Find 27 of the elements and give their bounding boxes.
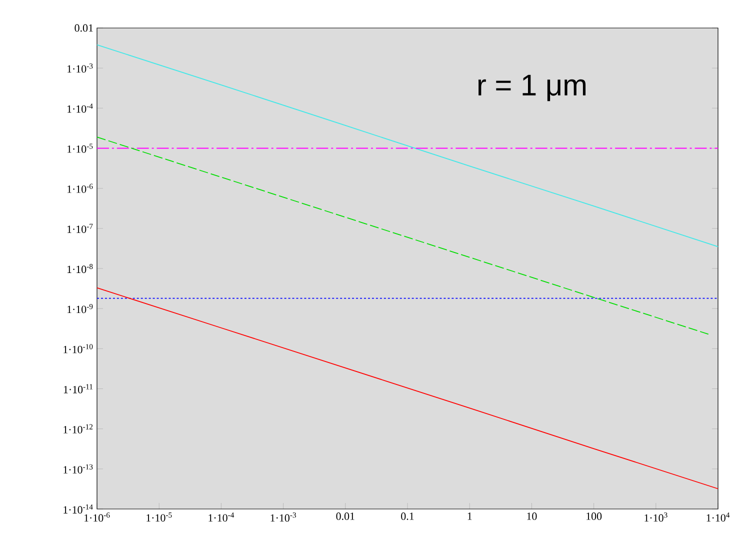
y-tick-label: 1·10$^{-11}$ [64, 384, 93, 394]
x-tick-label: 100 [586, 512, 602, 520]
x-tick-label: 1·10$^{-3}$ [270, 512, 296, 522]
y-tick-label: 1·10$^{-8}$ [67, 264, 93, 274]
y-tick-label: 1·10$^{-14}$ [64, 504, 93, 514]
y-tick-label: 1·10$^{-13}$ [64, 464, 93, 474]
x-tick-label: 1·10$^{-5}$ [146, 512, 172, 522]
x-tick-label: 1 [468, 512, 472, 520]
y-tick-label: 0.01 [74, 24, 93, 32]
annotation: r = 1 μm [478, 74, 586, 102]
y-tick-label: 1·10$^{-4}$ [67, 104, 93, 113]
line-series [96, 287, 718, 490]
y-tick-label: 1·10$^{-6}$ [67, 184, 93, 193]
y-tick-label: 1·10$^{-12}$ [64, 424, 93, 434]
x-tick-label: 10 [527, 512, 537, 520]
x-tick-label: 1·10$^{4}$ [706, 512, 730, 522]
x-tick-label: 1·10$^{-6}$ [84, 512, 110, 522]
y-tick-label: 1·10$^{-9}$ [67, 304, 93, 314]
y-tick-label: 1·10$^{-7}$ [67, 224, 93, 233]
x-tick-label: 0.1 [401, 512, 414, 520]
y-tick-label: 1·10$^{-5}$ [67, 144, 93, 153]
y-tick-label: 1·10$^{-10}$ [64, 344, 93, 354]
x-tick-label: 0.01 [336, 512, 354, 520]
x-tick-label: 1·10$^{-4}$ [208, 512, 234, 522]
y-tick-label: 1·10$^{-3}$ [67, 64, 93, 73]
line-series [96, 44, 718, 248]
x-tick-label: 1·10$^{3}$ [644, 512, 668, 522]
